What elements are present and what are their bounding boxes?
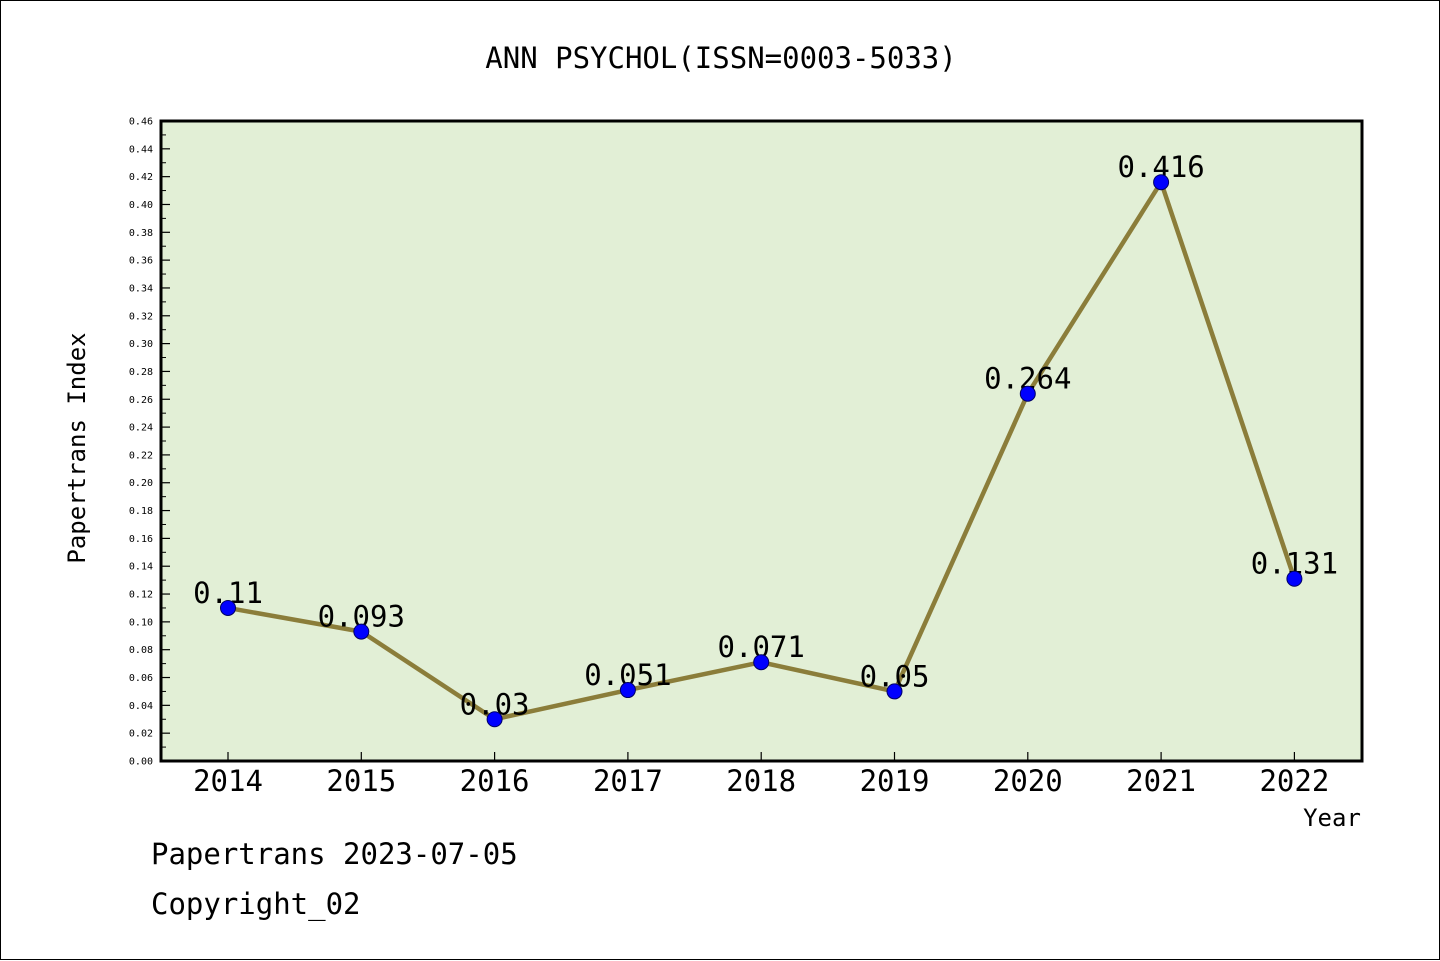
- y-tick-label: 0.24: [129, 423, 153, 434]
- y-tick-label: 0.38: [129, 228, 153, 239]
- x-tick-label: 2020: [993, 764, 1063, 798]
- x-tick-label: 2017: [593, 764, 663, 798]
- y-tick-label: 0.44: [129, 144, 153, 155]
- y-tick-label: 0.28: [129, 367, 153, 378]
- y-tick-label: 0.16: [129, 534, 153, 545]
- x-axis-label: Year: [1303, 804, 1361, 832]
- footer-date-text: Papertrans 2023-07-05: [151, 837, 518, 871]
- x-tick-label: 2019: [860, 764, 930, 798]
- y-tick-label: 0.06: [129, 673, 153, 684]
- data-point-marker: [619, 682, 636, 699]
- data-point-marker: [353, 623, 370, 640]
- data-point-marker: [1153, 174, 1170, 191]
- y-tick-label: 0.42: [129, 172, 153, 183]
- y-tick-label: 0.14: [129, 562, 153, 573]
- x-tick-label: 2016: [460, 764, 530, 798]
- y-tick-label: 0.36: [129, 256, 153, 267]
- data-point-marker: [1019, 385, 1036, 402]
- footer-copyright-text: Copyright_02: [151, 887, 361, 921]
- chart-title: ANN PSYCHOL(ISSN=0003-5033): [485, 41, 956, 75]
- y-tick-label: 0.32: [129, 311, 153, 322]
- data-point-marker: [486, 711, 503, 728]
- y-axis-label: Papertrans Index: [63, 332, 91, 563]
- data-point-marker: [220, 599, 236, 616]
- y-tick-label: 0.26: [129, 395, 153, 406]
- data-point-marker: [1286, 570, 1303, 587]
- y-tick-label: 0.22: [129, 450, 153, 461]
- y-tick-label: 0.30: [129, 339, 153, 350]
- y-tick-label: 0.12: [129, 590, 153, 601]
- plot-border: [159, 119, 1364, 763]
- y-tick-label: 0.04: [129, 701, 153, 712]
- y-tick-label: 0.00: [129, 757, 153, 768]
- x-tick-label: 2022: [1259, 764, 1329, 798]
- x-tick-label: 2014: [193, 764, 263, 798]
- data-point-marker: [753, 654, 770, 671]
- y-tick-label: 0.10: [129, 617, 153, 628]
- y-tick-label: 0.34: [129, 283, 153, 294]
- y-tick-label: 0.40: [129, 200, 153, 211]
- y-tick-label: 0.18: [129, 506, 153, 517]
- x-tick-label: 2021: [1126, 764, 1196, 798]
- y-tick-label: 0.46: [129, 117, 153, 128]
- y-tick-label: 0.02: [129, 729, 153, 740]
- y-tick-label: 0.20: [129, 478, 153, 489]
- x-tick-label: 2015: [326, 764, 396, 798]
- y-tick-label: 0.08: [129, 645, 153, 656]
- data-point-marker: [886, 683, 903, 700]
- x-tick-label: 2018: [726, 764, 796, 798]
